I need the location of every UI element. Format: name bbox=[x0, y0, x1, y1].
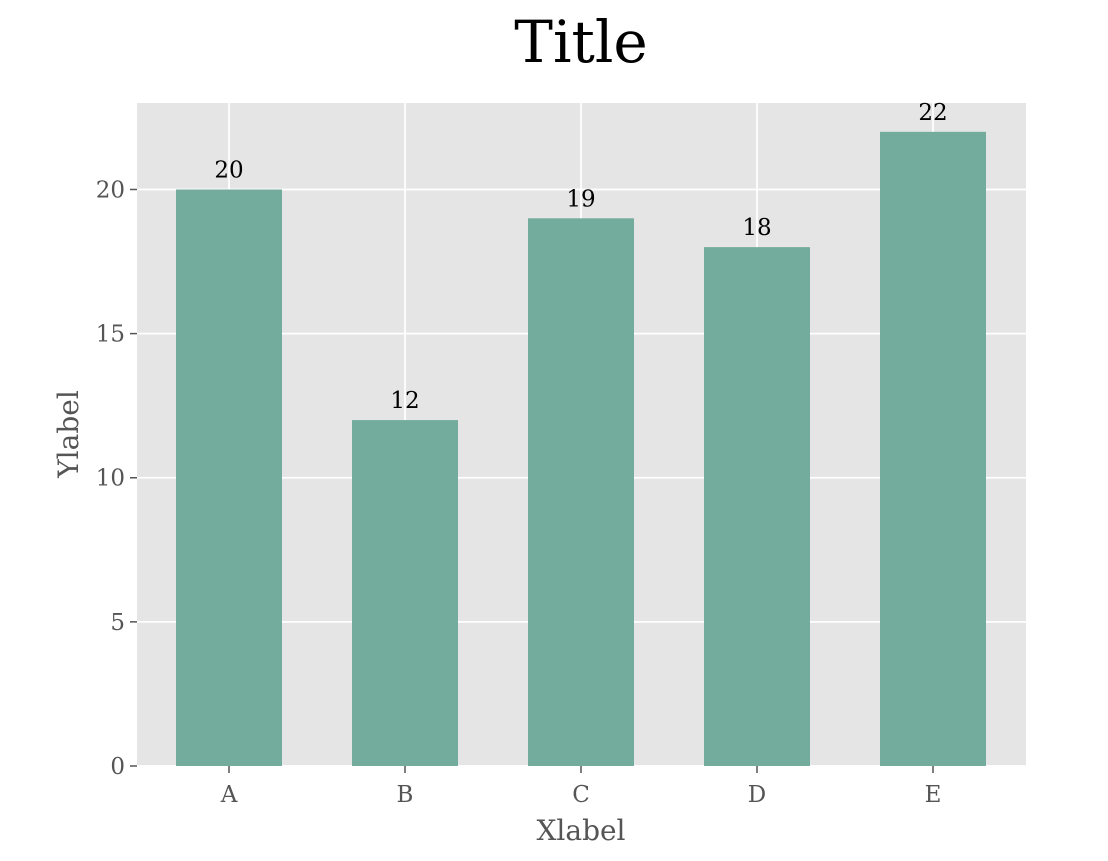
y-tick-label: 0 bbox=[110, 754, 125, 780]
x-tick-label: E bbox=[925, 782, 942, 808]
bar bbox=[176, 189, 282, 766]
bar-value-label: 12 bbox=[390, 388, 419, 414]
bar-value-label: 18 bbox=[742, 215, 771, 241]
x-tick-label: B bbox=[397, 782, 414, 808]
bar-value-label: 22 bbox=[918, 100, 947, 126]
x-tick-label: D bbox=[748, 782, 766, 808]
x-axis-label: Xlabel bbox=[536, 814, 625, 847]
bar bbox=[704, 247, 810, 766]
bar bbox=[880, 131, 986, 767]
y-tick-label: 5 bbox=[110, 610, 125, 636]
y-tick-label: 10 bbox=[96, 466, 125, 492]
x-axis-ticks: A B C D E bbox=[220, 766, 942, 808]
data-labels: 20 12 19 18 22 bbox=[214, 100, 947, 414]
bar bbox=[352, 420, 458, 766]
bar bbox=[528, 218, 634, 767]
y-axis-label: Ylabel bbox=[52, 390, 85, 479]
y-tick-label: 15 bbox=[96, 322, 125, 348]
x-tick-label: A bbox=[220, 782, 238, 808]
y-axis-ticks: 0 5 10 15 20 bbox=[96, 177, 137, 780]
chart-title: Title bbox=[514, 8, 647, 76]
bar-value-label: 19 bbox=[566, 186, 595, 212]
bar-value-label: 20 bbox=[214, 157, 243, 183]
bars bbox=[176, 131, 986, 767]
x-tick-label: C bbox=[572, 782, 590, 808]
y-tick-label: 20 bbox=[96, 177, 125, 203]
